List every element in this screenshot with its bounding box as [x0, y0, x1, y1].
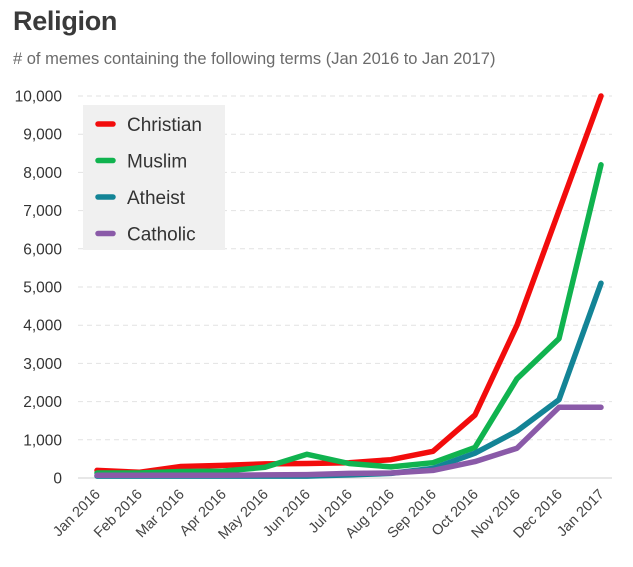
- y-tick-label: 1,000: [23, 432, 62, 449]
- series-line-atheist: [94, 280, 604, 479]
- y-tick-label: 10,000: [15, 89, 63, 106]
- y-tick-label: 5,000: [23, 280, 62, 297]
- y-tick-label: 9,000: [23, 127, 62, 144]
- chart-subtitle: # of memes containing the following term…: [13, 50, 496, 68]
- y-tick-label: 2,000: [23, 394, 62, 411]
- y-tick-label: 7,000: [23, 203, 62, 220]
- y-tick-label: 0: [53, 471, 62, 488]
- series-lines: [94, 93, 604, 479]
- y-tick-label: 6,000: [23, 241, 62, 258]
- series-line-muslim: [94, 162, 604, 476]
- legend-label-muslim: Muslim: [127, 152, 187, 173]
- series-line-catholic: [94, 404, 604, 479]
- legend: Christian Muslim Atheist Catholic: [83, 105, 225, 250]
- chart-title: Religion: [13, 6, 118, 36]
- y-tick-label: 8,000: [23, 165, 62, 182]
- y-tick-label: 4,000: [23, 318, 62, 335]
- legend-label-atheist: Atheist: [127, 188, 186, 209]
- legend-label-christian: Christian: [127, 115, 202, 136]
- legend-label-catholic: Catholic: [127, 225, 196, 246]
- y-axis: 0 1,000 2,000 3,000 4,000 5,000 6,000 7,000 8,00…: [15, 89, 63, 488]
- y-tick-label: 3,000: [23, 356, 62, 373]
- legend-box: [83, 105, 225, 250]
